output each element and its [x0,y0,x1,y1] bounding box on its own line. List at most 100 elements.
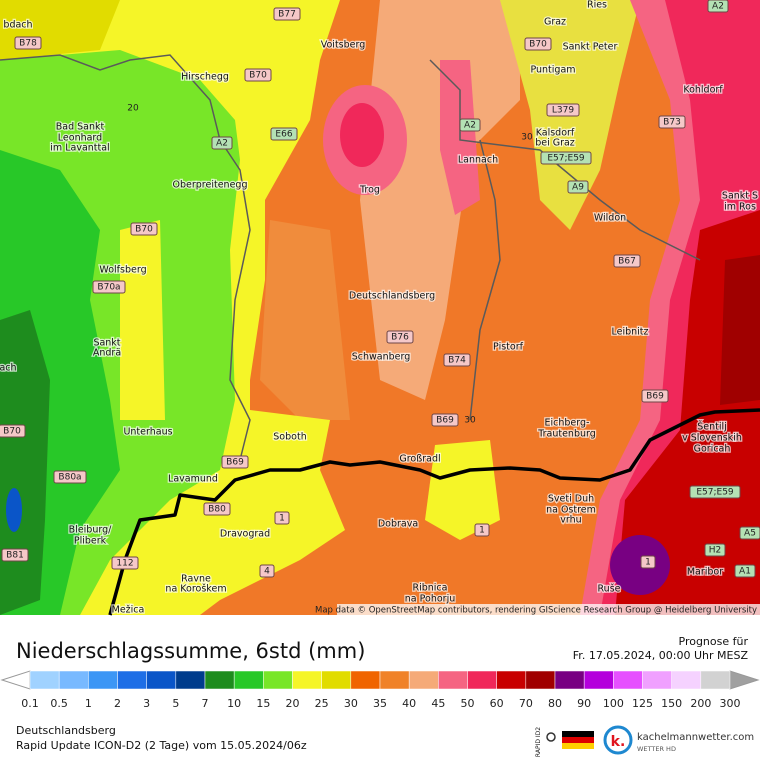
legend: Niederschlagssumme, 6std (mm) Prognose f… [0,635,760,710]
road-shield [540,151,592,165]
road-shield [14,36,42,50]
legend-label: 35 [373,697,387,710]
road-shield [443,353,471,367]
legend-label: 125 [632,697,653,710]
road-shield [658,115,686,129]
road-label: B70 [529,40,547,50]
rain-zone [120,220,165,420]
legend-swatch [438,670,468,690]
place-label: Šentilj [697,421,727,433]
road-shield [431,413,459,427]
map: Map data © OpenStreetMap contributors, r… [0,0,760,616]
road-label: B81 [6,551,24,561]
road-label: B74 [448,356,466,366]
place-label: Trog [359,185,380,196]
place-label: Deutschlandsberg [349,291,435,302]
legend-label: 45 [431,697,445,710]
district-border [429,59,701,261]
legend-swatch [583,670,614,690]
road-label: E57;E59 [547,154,585,164]
place-label: Sankt S [722,191,758,202]
road-shield [259,564,275,578]
legend-label: 80 [548,697,562,710]
location: Deutschlandsberg [16,724,116,737]
district-border [469,139,501,421]
legend-label: 150 [661,697,682,710]
legend-label: 100 [603,697,624,710]
road-label: B70 [3,427,21,437]
road-shield [459,118,481,132]
road-shield [111,556,139,570]
attribution-bg [337,604,760,615]
road-label: L379 [552,106,574,116]
road-shield [130,222,158,236]
legend-swatch [642,670,672,690]
flag [562,743,594,749]
road-label: B80 [208,505,226,515]
place-label: Hirschegg [181,72,229,83]
place-label: v Slovenskih [682,433,742,444]
road-shield [273,7,301,21]
contour-label: 20 [127,104,139,114]
place-label: im Lavanttal [50,143,109,154]
road-label: B70 [135,225,153,235]
road-shield [704,543,726,557]
place-label: Lannach [458,155,498,166]
title: Niederschlagssumme, 6std (mm) [16,639,365,663]
road-shield [274,511,290,525]
badge: RAPID ID2 [535,727,542,757]
road-shield [739,526,760,540]
place-label: Ries [587,0,607,11]
place-label: Großradl [399,454,440,465]
road-shield [386,330,414,344]
rain-zone [360,0,520,400]
place-label: Voitsberg [321,40,366,51]
road-label: B69 [436,416,454,426]
legend-swatch [350,670,381,690]
road-label: B70a [97,283,120,293]
road-label: 1 [479,526,485,536]
road-shield [567,180,589,194]
place-label: Andrä [93,348,121,359]
place-label: Trautenburg [537,429,596,440]
rain-zone [6,488,22,532]
legend-swatch [613,670,643,690]
legend-swatch [700,670,731,690]
place-label: na Koroškem [165,584,226,595]
road-label: B67 [618,257,636,267]
legend-swatch [88,670,118,690]
place-label: Leibnitz [611,327,648,338]
road-shield [244,68,272,82]
place-label: Eichberg- [545,418,590,429]
search-icon [546,732,556,742]
road-label: B69 [226,458,244,468]
road-label: 112 [116,559,133,569]
road-shield [640,555,656,569]
legend-swatch [321,670,352,690]
place-label: Sankt Peter [563,42,618,53]
place-label: Kalsdorf [536,128,575,139]
legend-swatch [525,670,556,690]
road-shield [613,254,641,268]
place-label: Wildon [594,213,626,224]
flag [562,737,594,743]
legend-swatch [467,670,497,690]
place-label: im Ros [724,202,756,213]
legend-label: 15 [256,697,270,710]
logo [603,725,633,755]
road-shield [203,502,231,516]
road-label: E57;E59 [696,488,734,498]
place-label: Ribnica [413,583,448,594]
place-label: Soboth [273,432,306,443]
place-label: Bad Sankt [56,122,105,133]
legend-label: 1 [85,697,92,710]
place-label: vrhu [560,515,581,526]
road-shield [734,564,756,578]
legend-label: 60 [490,697,504,710]
road-shield [221,455,249,469]
road-label: B77 [278,10,296,20]
place-label: ach [0,363,17,374]
legend-swatch [292,670,322,690]
rain-zone [610,535,670,595]
